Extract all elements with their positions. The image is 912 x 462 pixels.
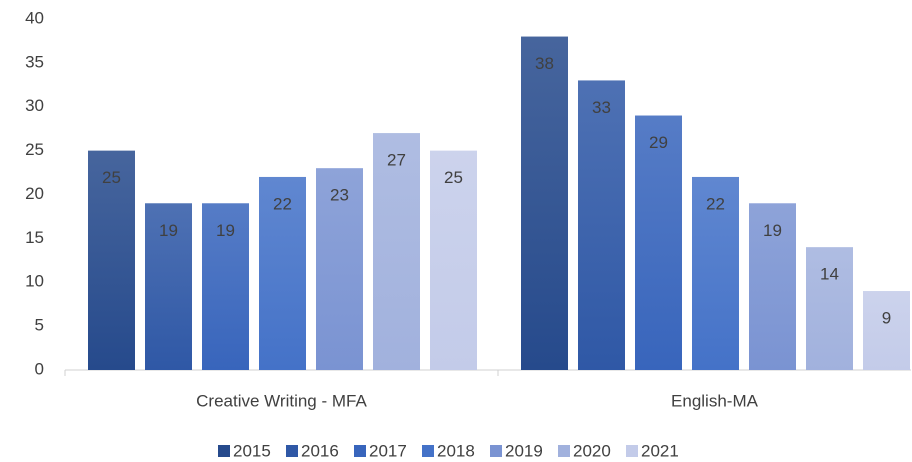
data-label: 22	[706, 194, 725, 213]
bar	[578, 80, 625, 371]
bar	[863, 291, 910, 370]
legend-label: 2017	[369, 441, 407, 460]
bar	[259, 176, 306, 370]
legend-swatch	[558, 445, 570, 457]
bar	[635, 115, 682, 371]
legend-swatch	[490, 445, 502, 457]
data-label: 38	[535, 54, 554, 73]
data-label: 22	[273, 194, 292, 213]
bar	[430, 150, 477, 370]
data-label: 19	[159, 221, 178, 240]
bar	[806, 247, 853, 370]
legend-swatch	[422, 445, 434, 457]
data-label: 25	[102, 168, 121, 187]
legend-label: 2020	[573, 441, 611, 460]
bar	[88, 150, 135, 370]
legend-label: 2016	[301, 441, 339, 460]
data-label: 14	[820, 265, 839, 284]
legend-label: 2021	[641, 441, 679, 460]
legend-label: 2018	[437, 441, 475, 460]
data-label: 9	[882, 309, 891, 328]
bar	[521, 36, 568, 371]
y-tick-label: 30	[25, 96, 44, 115]
data-label: 25	[444, 168, 463, 187]
legend-label: 2019	[505, 441, 543, 460]
legend-swatch	[626, 445, 638, 457]
data-label: 27	[387, 151, 406, 170]
y-tick-label: 0	[35, 359, 44, 378]
bar	[202, 203, 249, 370]
y-tick-label: 40	[25, 8, 44, 27]
y-tick-label: 35	[25, 52, 44, 71]
legend-swatch	[286, 445, 298, 457]
bar	[145, 203, 192, 370]
y-tick-label: 25	[25, 140, 44, 159]
data-label: 19	[216, 221, 235, 240]
legend-swatch	[218, 445, 230, 457]
legend-swatch	[354, 445, 366, 457]
y-tick-label: 20	[25, 184, 44, 203]
data-label: 19	[763, 221, 782, 240]
data-label: 23	[330, 186, 349, 205]
x-tick-label: Creative Writing - MFA	[196, 391, 367, 410]
y-tick-label: 15	[25, 228, 44, 247]
bar	[373, 133, 420, 370]
y-tick-label: 10	[25, 272, 44, 291]
data-label: 33	[592, 98, 611, 117]
bar	[316, 168, 363, 370]
y-tick-label: 5	[35, 316, 44, 335]
x-tick-label: English-MA	[671, 391, 759, 410]
legend-label: 2015	[233, 441, 271, 460]
bar	[692, 176, 739, 370]
bar	[749, 203, 796, 370]
data-label: 29	[649, 133, 668, 152]
